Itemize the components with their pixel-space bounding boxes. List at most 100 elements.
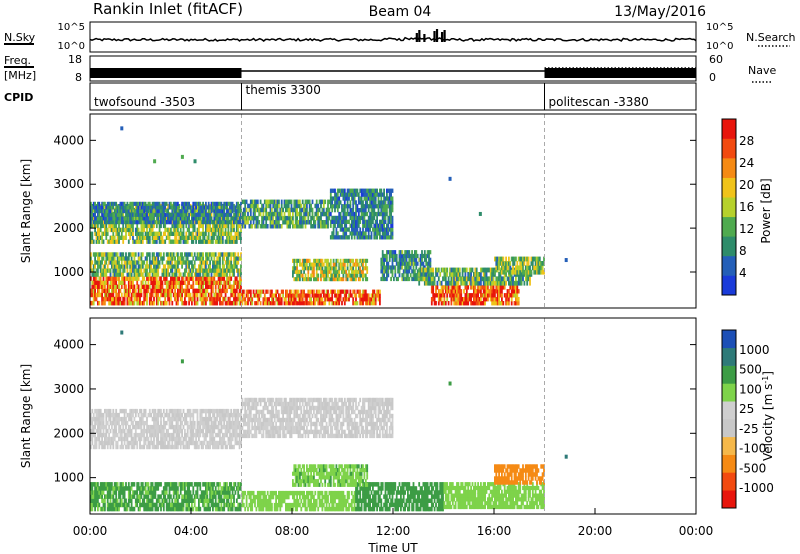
data-cell (380, 261, 383, 266)
data-cell (200, 256, 203, 261)
data-cell (130, 260, 133, 265)
data-cell (147, 209, 150, 214)
data-cell (122, 223, 125, 229)
data-cell (129, 201, 132, 206)
data-cell (101, 416, 103, 422)
data-cell (320, 224, 322, 229)
data-cell (95, 272, 98, 277)
data-cell (192, 276, 195, 281)
data-cell (111, 252, 113, 257)
data-cell (335, 192, 338, 197)
data-cell (356, 223, 359, 228)
data-cell (160, 256, 162, 261)
data-cell (216, 216, 219, 221)
data-cell (97, 272, 99, 277)
data-cell (97, 416, 99, 422)
data-cell (217, 209, 220, 214)
data-cell (359, 273, 362, 278)
data-cell (164, 272, 167, 277)
data-cell (123, 296, 126, 302)
data-cell (130, 412, 133, 418)
data-cell (280, 297, 283, 302)
data-cell (328, 301, 331, 306)
y-tick-label: 3000 (53, 177, 84, 191)
data-cell (105, 424, 108, 430)
data-cell (524, 272, 527, 277)
data-cell (205, 288, 207, 294)
data-cell (132, 440, 134, 446)
data-cell (342, 188, 345, 193)
data-cell (470, 301, 472, 306)
data-cell (285, 289, 287, 294)
data-cell (387, 265, 390, 270)
data-cell (355, 293, 357, 298)
data-cell (489, 289, 492, 294)
data-cell (355, 231, 357, 236)
data-cell (355, 208, 357, 213)
data-cell (254, 293, 256, 298)
data-cell (164, 292, 167, 298)
data-cell (199, 264, 202, 269)
data-cell (230, 252, 233, 257)
data-cell (221, 300, 224, 306)
data-cell (115, 432, 118, 438)
data-cell (297, 277, 300, 282)
data-cell (143, 223, 146, 229)
data-cell (372, 219, 374, 224)
data-cell (136, 223, 139, 229)
data-cell (376, 235, 378, 240)
data-cell (94, 256, 96, 261)
data-cell (244, 301, 247, 306)
data-cell (343, 200, 346, 205)
data-cell (235, 280, 238, 285)
data-cell (296, 293, 298, 298)
data-cell (189, 220, 192, 225)
data-cell (409, 257, 412, 262)
data-cell (140, 280, 143, 285)
data-cell (256, 224, 259, 229)
data-cell (251, 301, 254, 306)
data-cell (94, 220, 96, 225)
data-cell (119, 424, 122, 430)
data-cell (97, 300, 99, 306)
colorbar-tick-label: 24 (739, 156, 754, 170)
data-cell (193, 300, 196, 306)
data-cell (409, 261, 412, 266)
data-cell (115, 212, 118, 217)
data-cell (167, 292, 169, 298)
data-cell (241, 224, 244, 229)
data-cell (346, 277, 349, 282)
data-cell (369, 188, 371, 193)
data-cell (364, 192, 367, 197)
data-cell (109, 440, 112, 446)
data-cell (101, 272, 103, 277)
data-cell (269, 220, 272, 225)
data-cell (373, 235, 376, 240)
data-cell (160, 223, 162, 229)
data-cell (140, 201, 143, 206)
data-cell (242, 199, 245, 205)
data-cell (158, 296, 161, 302)
data-cell (432, 267, 435, 273)
colorbar-tick-label: 8 (739, 244, 747, 258)
data-cell (405, 253, 408, 259)
data-cell (147, 231, 150, 236)
data-cell (234, 209, 237, 214)
data-cell (515, 297, 517, 302)
data-cell (189, 296, 192, 302)
data-cell (353, 289, 356, 294)
data-cell (91, 424, 94, 430)
data-cell (109, 276, 112, 281)
data-cell (353, 231, 356, 236)
data-cell (212, 276, 214, 281)
data-cell (377, 204, 380, 209)
data-cell (92, 205, 95, 210)
data-cell (495, 256, 498, 262)
data-cell (527, 256, 530, 262)
data-cell (140, 300, 143, 306)
data-cell (366, 258, 369, 263)
data-cell (161, 201, 164, 206)
data-cell (335, 204, 338, 209)
data-cell (363, 215, 366, 221)
data-cell (165, 276, 168, 281)
